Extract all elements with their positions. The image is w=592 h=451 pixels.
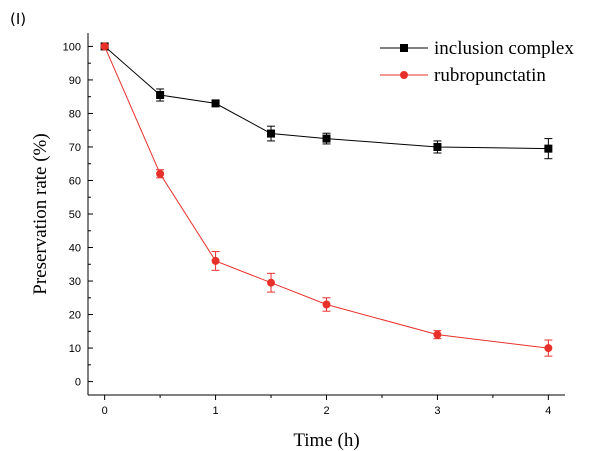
data-point [211,256,220,265]
y-tick-label: 10 [69,343,81,355]
legend: inclusion complex rubropunctatin [380,38,574,86]
y-tick-label: 100 [63,41,81,53]
legend-item-rubropunctatin: rubropunctatin [380,65,546,86]
y-ticks: 0 10 20 30 40 50 60 70 80 90 100 [63,41,93,389]
data-point [433,330,442,339]
y-tick-label: 30 [69,276,81,288]
data-point [544,144,553,153]
y-tick-label: 80 [69,108,81,120]
data-point [322,134,331,143]
panel-label: (I) [10,10,26,28]
legend-label-inclusion-complex: inclusion complex [434,38,574,59]
y-tick-label: 50 [69,209,81,221]
series-inclusion-complex [100,42,553,160]
series-layer [100,42,553,357]
x-ticks: 0 1 2 3 4 [102,395,551,417]
x-tick-label: 4 [545,405,551,417]
legend-item-inclusion-complex: inclusion complex [380,38,574,59]
series-rubropunctatin [100,42,553,357]
data-point [322,300,331,309]
y-axis-title: Preservation rate (%) [30,133,51,294]
data-point [211,99,220,108]
axes [87,33,565,396]
y-tick-label: 90 [69,75,81,87]
x-tick-label: 1 [213,405,219,417]
data-point [156,91,165,100]
legend-marker-inclusion-complex [400,44,408,52]
data-point [267,129,276,138]
y-tick-label: 40 [69,243,81,255]
x-tick-label: 0 [102,405,108,417]
y-tick-label: 0 [75,377,81,389]
y-tick-label: 70 [69,142,81,154]
data-point [544,344,553,353]
data-point [100,42,109,51]
y-tick-label: 60 [69,175,81,187]
x-tick-label: 3 [434,405,440,417]
y-tick-label: 20 [69,310,81,322]
legend-marker-rubropunctatin [400,71,408,79]
legend-label-rubropunctatin: rubropunctatin [434,65,546,86]
data-point [433,142,442,151]
data-point [267,278,276,287]
x-axis-title: Time (h) [293,430,359,451]
data-point [156,169,165,178]
x-tick-label: 2 [323,405,329,417]
